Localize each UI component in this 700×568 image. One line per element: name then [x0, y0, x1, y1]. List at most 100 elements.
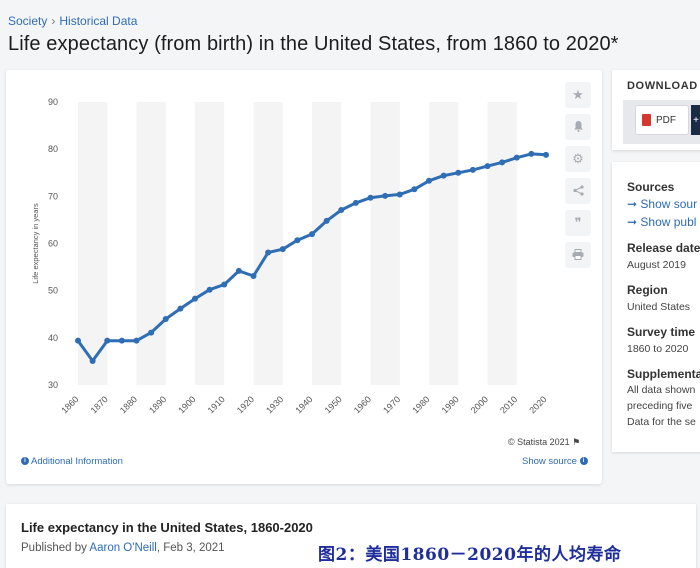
supplementary-line-3: Data for the se	[627, 416, 696, 428]
data-point	[367, 194, 374, 201]
info-icon: i	[579, 457, 588, 466]
notification-button[interactable]	[565, 114, 591, 140]
chart-card: 30 40 50 60 70 80 90 Life expectancy in years 18…	[6, 70, 602, 484]
star-icon: ★	[572, 87, 584, 102]
show-source-link-side[interactable]: ➞ Show sour	[627, 197, 698, 211]
grid-band	[487, 102, 517, 385]
data-point	[426, 177, 432, 184]
description-card	[6, 504, 696, 568]
survey-time-label: Survey time	[627, 325, 696, 339]
share-icon	[572, 184, 584, 199]
sources-label: Sources	[627, 180, 675, 194]
chart-toolbar: ★ ⚙ ❞	[565, 82, 591, 274]
x-tick-label: 1890	[147, 394, 168, 415]
data-point	[279, 246, 286, 253]
grid-band	[253, 102, 283, 385]
data-point	[294, 237, 301, 244]
data-point	[192, 295, 198, 302]
download-more-button[interactable]: +	[691, 105, 700, 135]
additional-information-link[interactable]: i Additional Information	[21, 456, 123, 467]
breadcrumb-historical-data[interactable]: Historical Data	[59, 14, 138, 28]
settings-button[interactable]: ⚙	[565, 146, 591, 172]
breadcrumb-society[interactable]: Society	[8, 14, 48, 28]
data-point	[411, 186, 418, 193]
region-label: Region	[627, 283, 668, 297]
x-tick-label: 2000	[469, 394, 490, 415]
data-point	[250, 273, 257, 280]
x-tick-label: 2020	[527, 394, 548, 415]
print-icon	[572, 248, 584, 263]
data-point	[75, 337, 81, 344]
release-date-value: August 2019	[627, 259, 686, 271]
x-tick-label: 2010	[498, 394, 519, 415]
y-tick-label: 90	[48, 97, 58, 107]
figure-caption: 图2：美国1860－2020年的人均寿命	[318, 545, 622, 565]
y-tick-label: 50	[48, 286, 58, 296]
grid-band	[370, 102, 400, 385]
data-point	[469, 166, 476, 173]
data-point	[104, 337, 111, 344]
y-tick-label: 40	[48, 333, 58, 343]
y-tick-label: 70	[48, 191, 58, 201]
data-point	[221, 281, 228, 288]
breadcrumb-separator: ›	[51, 14, 56, 28]
supplementary-label: Supplementa	[627, 367, 700, 381]
data-point	[455, 169, 462, 176]
y-axis-title: Life expectancy in years	[31, 203, 40, 284]
author-link[interactable]: Aaron O'Neill	[89, 542, 157, 554]
download-title: DOWNLOAD	[627, 80, 698, 92]
x-tick-label: 1920	[235, 394, 256, 415]
data-point	[499, 159, 506, 166]
data-point	[543, 151, 549, 158]
data-point	[382, 192, 389, 199]
show-source-link[interactable]: Show source i	[522, 456, 590, 467]
info-icon: i	[21, 457, 29, 466]
print-button[interactable]	[565, 242, 591, 268]
download-panel: DOWNLOAD PDF +	[612, 70, 700, 150]
x-tick-label: 1980	[410, 394, 431, 415]
survey-time-value: 1860 to 2020	[627, 343, 689, 355]
x-tick-label: 1930	[264, 394, 285, 415]
line-chart: 30 40 50 60 70 80 90 Life expectancy in years 18…	[31, 97, 549, 415]
x-tick-label: 1880	[118, 394, 139, 415]
data-point	[177, 305, 184, 312]
region-value: United States	[627, 301, 691, 313]
grid-band	[136, 102, 166, 385]
published-by: Published by Aaron O'Neill, Feb 3, 2021	[21, 542, 225, 554]
x-tick-label: 1960	[352, 394, 373, 415]
data-point	[323, 217, 330, 224]
x-tick-label: 1860	[59, 394, 80, 415]
statista-credit: © Statista 2021 ⚑	[508, 437, 581, 447]
pdf-download-button[interactable]: PDF	[635, 105, 689, 135]
y-tick-label: 30	[48, 380, 58, 390]
x-tick-label: 1990	[440, 394, 461, 415]
data-point	[513, 154, 520, 161]
data-point	[118, 337, 125, 344]
x-tick-label: 1940	[293, 394, 314, 415]
bell-icon	[573, 120, 584, 135]
statistic-details-panel: Sources ➞ Show sour ➞ Show publ Release …	[612, 162, 700, 452]
grid-band	[78, 102, 108, 385]
show-publisher-link[interactable]: ➞ Show publ	[627, 215, 697, 229]
x-tick-label: 1970	[381, 394, 402, 415]
x-tick-label: 1910	[206, 394, 227, 415]
flag-icon: ⚑	[572, 437, 581, 447]
data-point	[309, 231, 315, 238]
share-button[interactable]	[565, 178, 591, 204]
data-point	[206, 286, 213, 293]
y-tick-label: 80	[48, 144, 58, 154]
gear-icon: ⚙	[572, 151, 584, 166]
data-point	[338, 207, 345, 214]
data-point	[89, 357, 96, 364]
cite-button[interactable]: ❞	[565, 210, 591, 236]
data-point	[148, 329, 155, 336]
supplementary-line-1: All data shown	[627, 384, 696, 396]
x-tick-label: 1870	[89, 394, 110, 415]
page-title: Life expectancy (from birth) in the Unit…	[8, 33, 619, 55]
pdf-icon	[642, 114, 651, 126]
data-point	[396, 191, 403, 198]
data-point	[133, 337, 140, 344]
release-date-label: Release date	[627, 241, 700, 255]
favorite-button[interactable]: ★	[565, 82, 591, 108]
x-tick-label: 1900	[176, 394, 197, 415]
